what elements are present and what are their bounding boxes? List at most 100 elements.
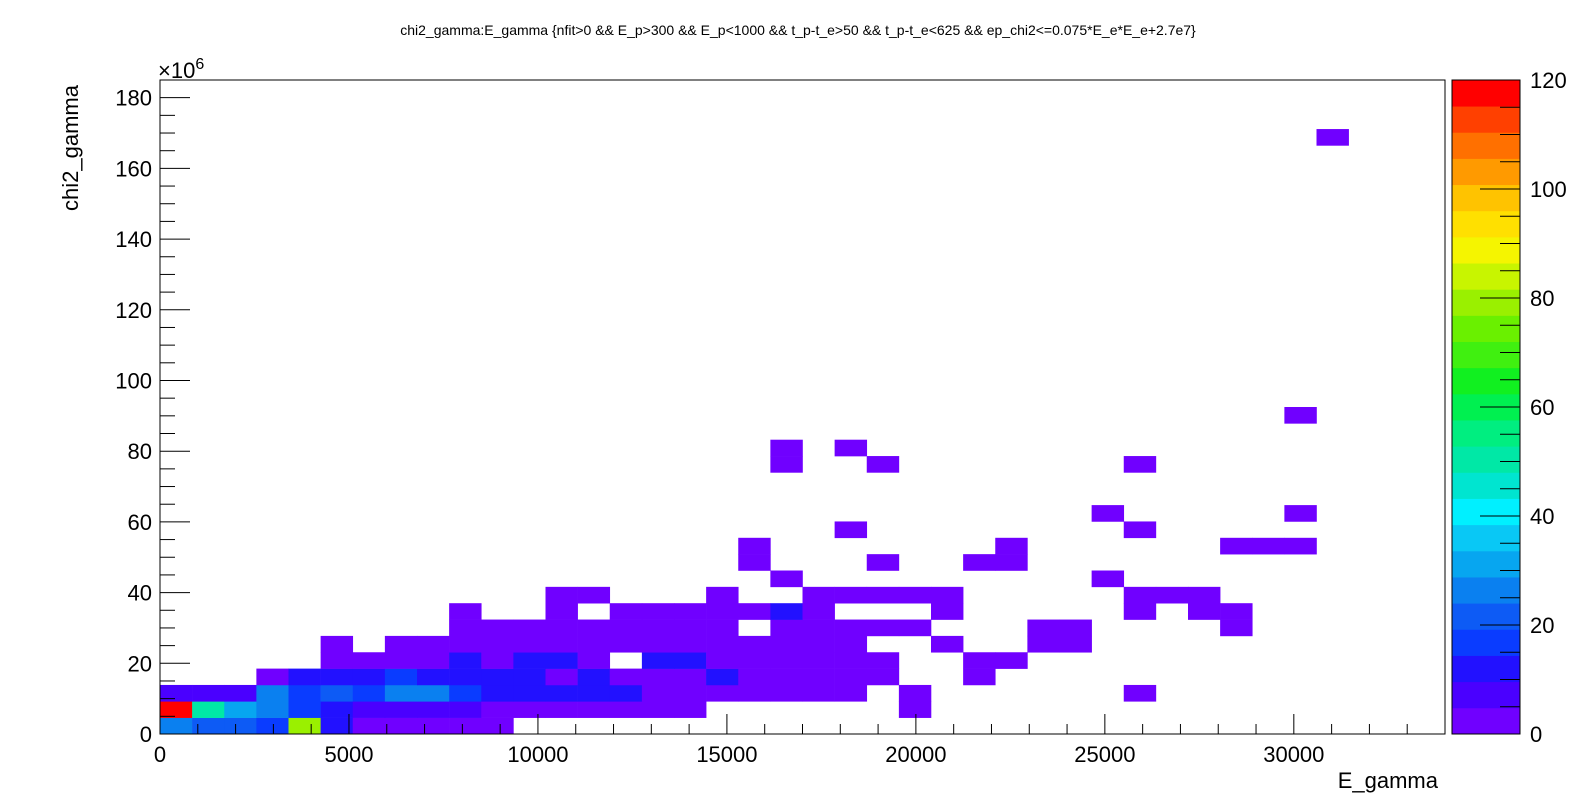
heatmap-cell <box>674 635 707 653</box>
heatmap-cell <box>1027 635 1060 653</box>
heatmap-cell <box>449 652 482 669</box>
heatmap-cell <box>963 554 996 571</box>
color-scale-swatch <box>1452 550 1520 578</box>
heatmap-cell <box>513 635 546 653</box>
color-scale-swatch <box>1452 289 1520 316</box>
heatmap-cell <box>866 586 900 604</box>
heatmap-cell <box>738 554 771 571</box>
heatmap-cell <box>481 652 514 669</box>
heatmap-cell <box>320 668 354 686</box>
y-axis-label: chi2_gamma <box>58 84 83 211</box>
heatmap-cell <box>802 652 835 669</box>
heatmap-cell <box>256 701 289 718</box>
x-tick-label: 10000 <box>507 742 568 767</box>
heatmap-cell <box>866 456 900 473</box>
heatmap-cell <box>866 554 900 571</box>
heatmap-cell <box>834 684 868 702</box>
y-tick-label: 0 <box>140 722 152 747</box>
heatmap-cell <box>738 537 771 555</box>
heatmap-cell <box>674 652 707 669</box>
heatmap-cell <box>641 635 675 653</box>
heatmap-cell <box>192 701 225 718</box>
heatmap-cell <box>834 668 868 686</box>
heatmap-cell <box>738 668 771 686</box>
y-axis: 0 20 40 60 80 100 120 140 160 180 <box>115 79 190 747</box>
heatmap-cell <box>320 635 354 653</box>
heatmap-cell <box>706 619 739 637</box>
color-scale-swatch <box>1452 158 1520 186</box>
heatmap-cell <box>834 439 868 457</box>
heatmap-cell <box>1027 619 1060 637</box>
heatmap-cell <box>802 635 835 653</box>
heatmap-cell <box>738 652 771 669</box>
heatmap-cell <box>384 652 418 669</box>
heatmap-cell <box>1220 603 1253 620</box>
heatmap-cell <box>481 684 514 702</box>
color-scale-swatch <box>1452 446 1520 473</box>
heatmap-cell <box>641 619 675 637</box>
y-multiplier: ×106 <box>158 56 204 83</box>
heatmap-cell <box>288 701 321 718</box>
heatmap-cell <box>384 635 418 653</box>
heatmap-cell <box>481 717 514 735</box>
color-scale-swatch <box>1452 80 1520 107</box>
heatmap-cell <box>1059 635 1092 653</box>
heatmap-cell <box>1123 684 1157 702</box>
heatmap-cell <box>963 652 996 669</box>
heatmap-cell <box>513 619 546 637</box>
heatmap-cell <box>1123 603 1157 620</box>
heatmap-cell <box>706 652 739 669</box>
x-axis-label: E_gamma <box>1338 768 1439 793</box>
heatmap-cell <box>449 603 482 620</box>
y-tick-label: 80 <box>128 439 152 464</box>
heatmap-cell <box>834 652 868 669</box>
color-scale-swatch <box>1452 655 1520 683</box>
heatmap-cell <box>770 570 803 588</box>
y-tick-label: 180 <box>115 86 152 111</box>
heatmap-cell <box>224 701 257 718</box>
color-scale-swatch <box>1452 603 1520 630</box>
heatmap-cell <box>1252 537 1285 555</box>
color-scale-swatch <box>1452 524 1520 552</box>
heatmap-cell <box>1284 537 1317 555</box>
x-tick-label: 5000 <box>324 742 373 767</box>
heatmap-cell <box>352 668 386 686</box>
heatmap-cell <box>577 684 611 702</box>
z-tick-label: 80 <box>1530 286 1554 311</box>
z-tick-label: 120 <box>1530 68 1567 93</box>
heatmap-cell <box>609 635 643 653</box>
heatmap-cell <box>770 652 803 669</box>
heatmap-cell <box>352 684 386 702</box>
heatmap-cell <box>513 701 546 718</box>
heatmap-cell <box>802 619 835 637</box>
heatmap-cell <box>1220 537 1253 555</box>
heatmap-cell <box>545 701 578 718</box>
heatmap-cell <box>481 619 514 637</box>
heatmap-cell <box>1123 456 1157 473</box>
heatmap-cell <box>449 684 482 702</box>
heatmap-cell <box>545 635 578 653</box>
y-tick-label: 100 <box>115 368 152 393</box>
heatmap-cell <box>706 635 739 653</box>
heatmap-cell <box>513 684 546 702</box>
color-scale-swatch <box>1452 577 1520 604</box>
heatmap-cell <box>577 586 611 604</box>
heatmap-cell <box>577 635 611 653</box>
heatmap-cell <box>224 717 257 735</box>
color-scale-swatch <box>1452 132 1520 159</box>
color-scale-swatch <box>1452 315 1520 342</box>
heatmap-cell <box>802 603 835 620</box>
z-tick-label: 0 <box>1530 722 1542 747</box>
heatmap-cell <box>609 684 643 702</box>
z-tick-label: 100 <box>1530 177 1567 202</box>
heatmap-cell <box>256 717 289 735</box>
heatmap-cell <box>641 684 675 702</box>
heatmap-cell <box>417 717 450 735</box>
heatmap-cell <box>160 701 193 718</box>
heatmap-cell <box>545 668 578 686</box>
heatmap-cell <box>802 586 835 604</box>
heatmap-cell <box>192 717 225 735</box>
heatmap-cell <box>384 684 418 702</box>
heatmap-cell <box>1284 505 1317 522</box>
